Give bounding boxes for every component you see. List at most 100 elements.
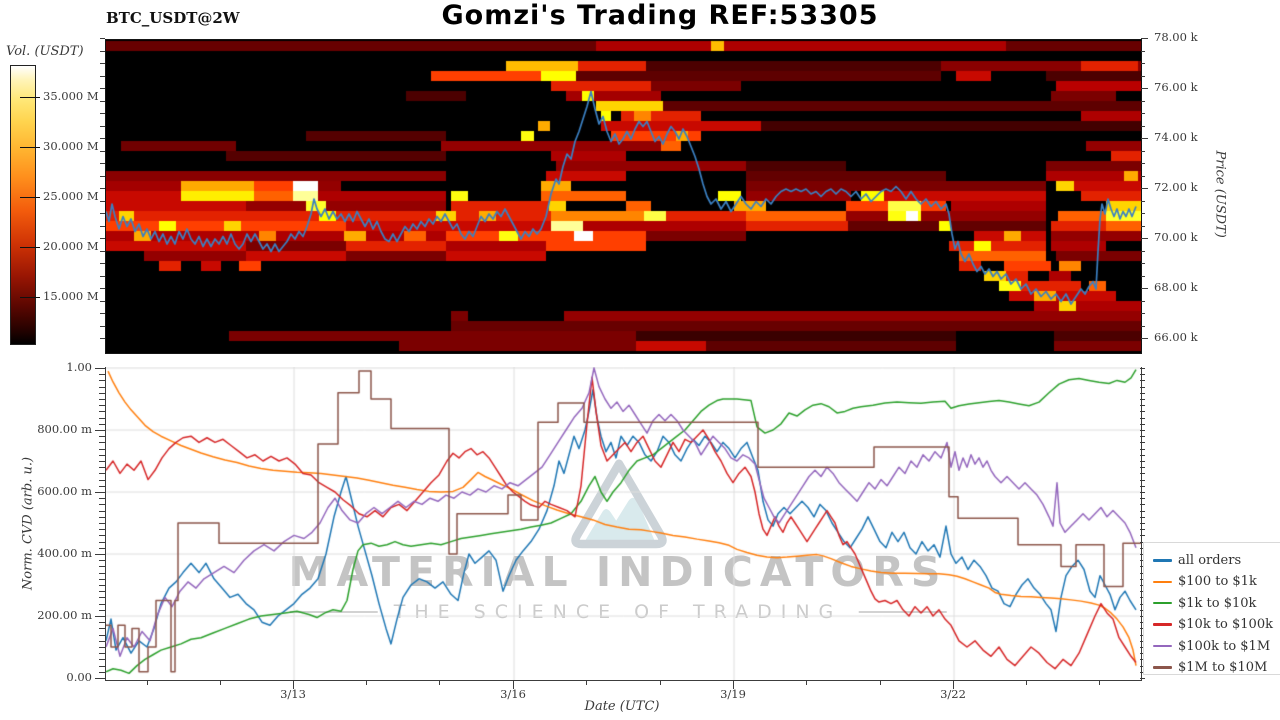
heatmap-left-tick	[100, 175, 105, 177]
cvd-y-right-tick	[1140, 591, 1145, 593]
cvd-y-minor-tick	[99, 479, 105, 481]
heatmap-left-tick	[100, 288, 105, 289]
cvd-y-minor-tick	[99, 609, 105, 611]
legend-line-swatch	[1153, 644, 1172, 648]
cvd-y-right-tick	[1140, 392, 1145, 394]
date-minor-tick	[1099, 681, 1100, 685]
price-tick	[1141, 188, 1148, 190]
date-axis-label: Date (UTC)	[584, 699, 660, 714]
price-tick	[1141, 100, 1145, 102]
heatmap-left-tick	[100, 275, 105, 277]
page-title: Gomzi's Trading REF:53305	[441, 0, 879, 31]
price-tick	[1141, 200, 1145, 202]
cvd-y-minor-tick	[99, 634, 105, 636]
price-tick	[1141, 113, 1145, 115]
cvd-y-major-tick	[95, 678, 105, 680]
cvd-y-right-tick	[1140, 380, 1145, 382]
legend-label: $1k to $10k	[1178, 595, 1257, 611]
price-tick	[1141, 338, 1148, 340]
price-tick-label: 68.00 k	[1154, 280, 1198, 294]
price-tick	[1141, 325, 1145, 327]
date-major-tick	[513, 681, 515, 689]
cvd-y-right-tick	[1140, 485, 1145, 487]
date-minor-tick	[880, 681, 881, 685]
cvd-y-right-tick	[1140, 529, 1145, 531]
heatmap-left-tick	[100, 63, 105, 64]
cvd-y-right-tick	[1140, 386, 1145, 388]
cvd-y-right-tick	[1140, 678, 1145, 679]
price-tick	[1141, 275, 1145, 277]
cvd-y-right-tick	[1140, 628, 1145, 630]
cvd-y-right-tick	[1140, 479, 1145, 481]
price-axis-label: Price (USDT)	[1212, 150, 1228, 238]
legend-item: $100k to $1M	[1144, 636, 1280, 657]
volume-colorbar	[10, 65, 36, 345]
legend-line-swatch	[1153, 666, 1172, 669]
price-tick	[1141, 50, 1145, 52]
legend-label: $10k to $100k	[1178, 617, 1273, 633]
cvd-chart-canvas	[106, 367, 1141, 680]
heatmap-left-tick	[100, 325, 105, 327]
heatmap-left-tick	[100, 75, 105, 77]
cvd-y-minor-tick	[99, 411, 105, 413]
cvd-y-minor-tick	[99, 572, 105, 574]
colorbar-tick-label: 30.000 M	[43, 139, 99, 153]
cvd-panel	[105, 367, 1142, 681]
legend-label: $1M to $10M	[1178, 660, 1268, 675]
heatmap-left-tick	[100, 213, 105, 214]
price-tick-label: 72.00 k	[1154, 180, 1198, 194]
price-tick	[1141, 250, 1145, 252]
price-tick	[1141, 125, 1145, 127]
cvd-y-right-tick	[1140, 448, 1145, 450]
cvd-y-right-tick	[1140, 585, 1145, 586]
cvd-y-right-tick	[1140, 566, 1145, 568]
cvd-y-tick-label: 600.00 m	[37, 484, 92, 498]
cvd-y-minor-tick	[99, 442, 105, 444]
colorbar-tick	[20, 197, 40, 199]
cvd-y-minor-tick	[99, 405, 105, 407]
cvd-y-minor-tick	[99, 566, 105, 568]
cvd-y-right-tick	[1140, 659, 1145, 661]
cvd-y-right-tick	[1140, 423, 1145, 425]
legend-item: $1M to $10M	[1144, 657, 1280, 678]
instrument-label: BTC_USDT@2W	[106, 9, 240, 27]
heatmap-left-tick	[100, 163, 105, 164]
legend-line-swatch	[1153, 602, 1172, 605]
cvd-y-minor-tick	[99, 436, 105, 438]
heatmap-left-tick	[100, 50, 105, 52]
cvd-y-minor-tick	[99, 671, 105, 673]
cvd-y-minor-tick	[99, 417, 105, 419]
cvd-y-right-tick	[1140, 368, 1145, 369]
date-tick-label: 3/13	[280, 687, 306, 701]
cvd-y-minor-tick	[99, 423, 105, 425]
cvd-y-minor-tick	[99, 485, 105, 487]
cvd-y-minor-tick	[99, 622, 105, 624]
cvd-y-right-tick	[1140, 430, 1145, 431]
price-tick	[1141, 163, 1145, 165]
cvd-y-minor-tick	[99, 541, 105, 543]
cvd-y-minor-tick	[99, 647, 105, 648]
cvd-y-right-tick	[1140, 609, 1145, 611]
cvd-y-major-tick	[95, 616, 105, 618]
cvd-y-right-tick	[1140, 541, 1145, 543]
cvd-y-minor-tick	[99, 516, 105, 518]
colorbar-tick-label: 20.000 M	[43, 239, 99, 253]
cvd-y-tick-label: 1.00	[66, 360, 92, 374]
cvd-y-right-tick	[1140, 454, 1145, 456]
colorbar-tick-label: 15.000 M	[43, 289, 99, 303]
date-minor-tick	[366, 681, 367, 685]
price-tick	[1141, 300, 1145, 302]
heatmap-left-tick	[100, 238, 105, 239]
heatmap-left-tick	[100, 225, 105, 227]
cvd-y-minor-tick	[99, 585, 105, 586]
legend-item: $1k to $10k	[1144, 593, 1280, 614]
cvd-y-right-tick	[1140, 516, 1145, 518]
heatmap-left-tick	[100, 138, 105, 139]
cvd-y-right-tick	[1140, 535, 1145, 537]
volume-heatmap-canvas	[106, 40, 1141, 353]
cvd-y-right-tick	[1140, 467, 1145, 469]
price-tick	[1141, 75, 1145, 77]
cvd-y-right-tick	[1140, 436, 1145, 438]
colorbar-tick	[20, 97, 40, 99]
